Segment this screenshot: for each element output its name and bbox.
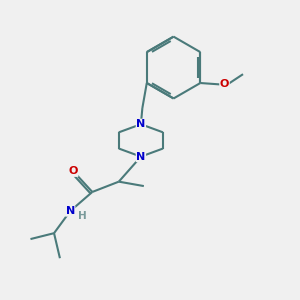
Text: O: O — [68, 166, 78, 176]
Text: H: H — [78, 211, 87, 220]
Text: N: N — [136, 152, 146, 162]
Text: O: O — [220, 80, 229, 89]
Text: N: N — [66, 206, 75, 216]
Text: N: N — [136, 119, 146, 129]
